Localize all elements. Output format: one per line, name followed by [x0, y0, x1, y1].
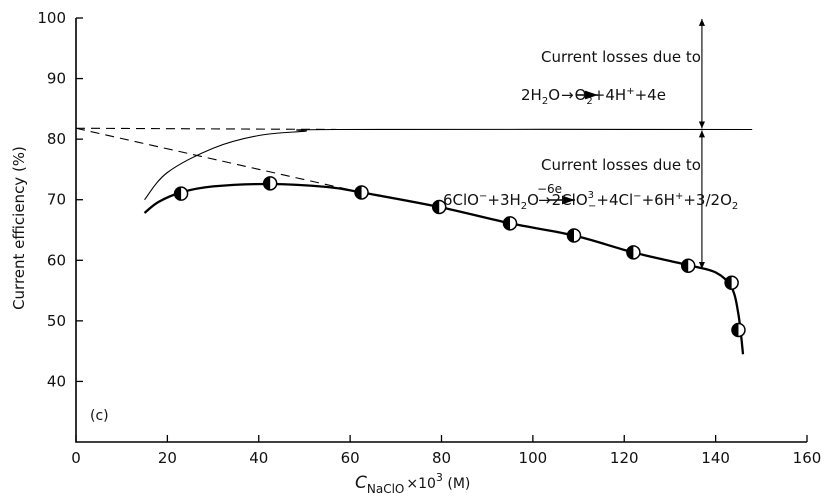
data-point-fill [174, 187, 182, 201]
y-tick-label: 60 [47, 251, 66, 269]
series-lines [75, 127, 753, 355]
data-point-fill [725, 276, 732, 290]
x-tick-label: 160 [793, 449, 822, 467]
y-tick-label: 40 [47, 372, 66, 390]
y-axis-ticks: 40 50 60 70 80 90 100 [37, 9, 83, 390]
x-tick-label: 80 [432, 449, 451, 467]
x-tick-label: 140 [701, 449, 730, 467]
x-axis-multiplier: ×10 [406, 476, 436, 492]
x-tick-label: 100 [519, 449, 548, 467]
x-axis-unit: (M) [443, 476, 470, 492]
x-axis-symbol: C [355, 473, 367, 493]
data-point-fill [503, 216, 511, 230]
panel-label: (c) [90, 408, 109, 424]
x-tick-label: 40 [249, 449, 268, 467]
dashed-extrapolation [75, 127, 337, 131]
data-point [262, 176, 278, 191]
x-axis-title: CNaClO ×103 (M) [355, 471, 470, 496]
data-markers [173, 176, 746, 338]
data-point-fill [355, 185, 362, 199]
annotation-chlorate-reaction: 6ClO−+3H2O−6e →2ClO3 −+4Cl−+6H++3/2O2 [443, 182, 738, 212]
annotation-oxygen-heading: Current losses due to [541, 48, 701, 66]
x-axis-exponent: 3 [436, 471, 443, 484]
data-point-fill [626, 245, 634, 259]
axis-frame [75, 18, 807, 443]
y-axis-title: Current efficiency (%) [10, 146, 28, 310]
data-point-fill [681, 259, 689, 273]
x-tick-label: 60 [341, 449, 360, 467]
y-tick-label: 80 [47, 130, 66, 148]
y-tick-label: 100 [37, 9, 66, 27]
y-tick-label: 90 [47, 70, 66, 88]
data-point [173, 186, 189, 201]
annotation-oxygen-reaction: 2H2O→O2+4H++4e [521, 86, 666, 107]
efficiency-fit-curve [143, 182, 745, 355]
data-point [566, 228, 582, 243]
thin-curve [144, 128, 753, 201]
x-tick-label: 20 [158, 449, 177, 467]
x-axis-ticks: 0 20 40 60 80 100 120 140 160 [71, 435, 821, 467]
dashed-extrapolation [75, 127, 362, 193]
plot-axes [75, 18, 807, 443]
x-tick-label: 0 [71, 449, 81, 467]
x-axis-subscript: NaClO [367, 482, 405, 496]
data-point-fill [567, 228, 574, 242]
data-point [731, 322, 746, 338]
data-point [680, 258, 696, 273]
data-point-fill [263, 176, 271, 190]
data-point-fill [731, 323, 739, 337]
data-point [502, 216, 518, 231]
data-point [431, 199, 447, 215]
loss-arrows [548, 19, 705, 269]
y-tick-label: 50 [47, 312, 66, 330]
data-point [626, 245, 641, 260]
data-point [354, 185, 369, 200]
annotation-chlorate-heading: Current losses due to [541, 156, 701, 174]
y-tick-label: 70 [47, 191, 66, 209]
data-point [724, 275, 739, 290]
x-tick-label: 120 [610, 449, 639, 467]
data-point-fill [432, 200, 440, 214]
